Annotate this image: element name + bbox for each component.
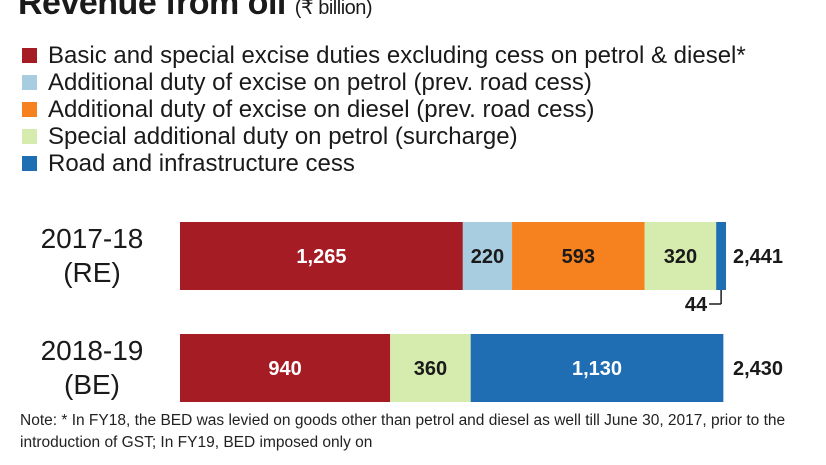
bar-value-label: 44 <box>685 294 708 316</box>
bar-value-label: 320 <box>664 246 697 268</box>
category-label: 2017-18 (RE) <box>41 223 144 288</box>
bar-segment <box>390 334 471 402</box>
chart-title-text: Revenue from oil <box>18 0 286 22</box>
legend-swatch <box>22 48 37 63</box>
bar-value-label: 220 <box>471 246 504 268</box>
legend-swatch <box>22 129 37 144</box>
legend-swatch <box>22 75 37 90</box>
bar-segment <box>512 222 645 290</box>
bar-value-label: 593 <box>562 246 595 268</box>
category-label-line: (BE) <box>64 369 120 400</box>
bar-value-label: 940 <box>268 358 301 380</box>
bar-segment <box>716 222 727 290</box>
legend-item: Road and infrastructure cess <box>22 150 746 177</box>
legend-label: Additional duty of excise on petrol (pre… <box>48 68 592 96</box>
legend-label: Additional duty of excise on diesel (pre… <box>48 95 595 123</box>
bar-segment <box>644 222 717 290</box>
legend-item: Basic and special excise duties excludin… <box>22 42 746 69</box>
bar-value-label: 1,265 <box>296 246 346 268</box>
chart-title: Revenue from oil (₹ billion) <box>18 0 373 23</box>
footnote: Note: * In FY18, the BED was levied on g… <box>20 412 786 451</box>
legend-label: Road and infrastructure cess <box>48 149 355 177</box>
category-label-line: 2018-19 <box>41 335 144 366</box>
bar-value-label: 1,130 <box>572 358 622 380</box>
legend-item: Additional duty of excise on petrol (pre… <box>22 69 746 96</box>
category-label: 2018-19 (BE) <box>41 335 144 400</box>
bar-total-label: 2,430 <box>733 358 783 380</box>
bar-segment <box>180 222 463 290</box>
bar-total-label: 2,441 <box>733 246 783 268</box>
bar-value-label: 360 <box>414 358 447 380</box>
category-label-line: 2017-18 <box>41 223 144 254</box>
bar-segment <box>462 222 513 290</box>
bar-segment <box>180 334 391 402</box>
legend-item: Additional duty of excise on diesel (pre… <box>22 96 746 123</box>
chart-legend: Basic and special excise duties excludin… <box>22 42 746 177</box>
legend-label: Special additional duty on petrol (surch… <box>48 122 518 150</box>
category-label-line: (RE) <box>63 257 121 288</box>
legend-swatch <box>22 102 37 117</box>
stacked-bar-chart: 2017-18 (RE) 1,265 220 593 320442,4412018-19(… <box>41 222 783 402</box>
legend-swatch <box>22 156 37 171</box>
legend-item: Special additional duty on petrol (surch… <box>22 123 746 150</box>
bar-segment <box>470 334 724 402</box>
legend-label: Basic and special excise duties excludin… <box>48 41 746 69</box>
chart-title-unit: (₹ billion) <box>294 0 373 19</box>
